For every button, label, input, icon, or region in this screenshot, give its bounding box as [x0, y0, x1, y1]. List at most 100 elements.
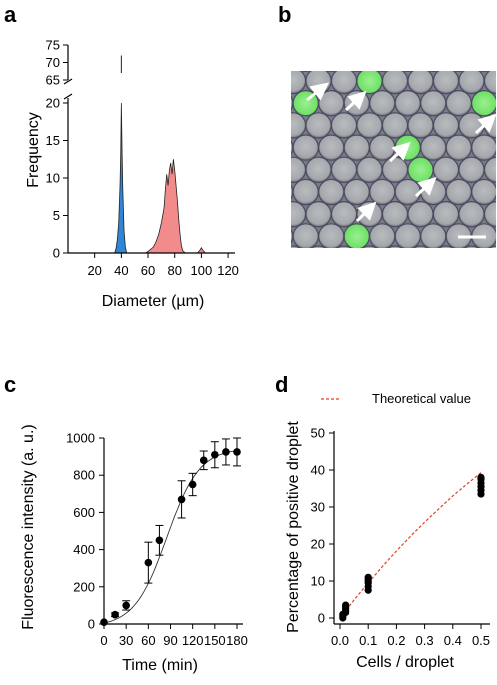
y-tick-label: 10 [311, 574, 325, 589]
y-tick-label: 0 [88, 617, 95, 632]
droplet [381, 71, 409, 95]
data-point [188, 480, 197, 489]
droplet [381, 112, 409, 139]
histogram-series-2 [196, 246, 207, 254]
data-point [111, 610, 119, 619]
droplet [412, 245, 429, 248]
droplet [421, 268, 446, 293]
y-tick-label: 200 [73, 579, 95, 594]
panel-label-a: a [4, 2, 17, 27]
droplet [471, 178, 496, 206]
droplet [370, 268, 395, 293]
data-point [155, 536, 164, 545]
droplet [445, 178, 472, 206]
x-tick-label: 60 [141, 633, 155, 648]
droplet [291, 139, 294, 156]
droplet [318, 178, 345, 206]
theoretical-curve-group [339, 472, 482, 619]
droplet [291, 245, 301, 248]
axis-break-mark [63, 78, 73, 85]
droplet [420, 134, 447, 161]
y-axis-title: Frequency [25, 112, 42, 188]
histogram-series-group [114, 55, 207, 254]
droplet [305, 112, 332, 139]
droplet [292, 178, 319, 206]
droplet [458, 200, 485, 228]
data-point [364, 573, 372, 581]
droplet [330, 200, 358, 228]
droplet [255, 157, 280, 182]
droplet [387, 245, 403, 248]
x-tick-label: 40 [114, 263, 128, 278]
x-ticks: 0.0 0.1 0.2 0.3 0.4 0.5 [331, 624, 490, 648]
droplet [351, 71, 362, 72]
droplet [394, 223, 421, 248]
x-tick-label: 0.4 [444, 633, 462, 648]
panel-c-scatter: 0 30 60 90 120 150 180 0 200 400 600 800 1000 Time … [20, 424, 248, 674]
white-arrow-marker [355, 201, 377, 223]
fit-curve-group [103, 450, 238, 624]
droplet [479, 71, 490, 72]
droplet [407, 200, 434, 228]
droplet [420, 223, 447, 248]
fit-curve [103, 450, 238, 624]
droplet [472, 268, 497, 293]
x-axis-title: Cells / droplet [356, 654, 454, 671]
x-ticks: 0 30 60 90 120 150 180 [100, 624, 248, 648]
y-axis-title: Fluorescence intensity (a. u.) [20, 424, 37, 629]
droplet-grid [255, 71, 497, 293]
x-tick-label: 20 [87, 263, 101, 278]
x-tick-label: 60 [141, 263, 155, 278]
droplet [446, 268, 471, 293]
y-tick-label: 65 [46, 73, 60, 88]
droplet [369, 89, 396, 117]
data-points-group [339, 473, 485, 622]
positive-droplet [356, 71, 383, 95]
histogram-series-0 [114, 102, 128, 254]
y-ticks: 0 200 400 600 800 1000 [66, 431, 104, 632]
droplet [330, 156, 358, 183]
x-axis-title: Diameter (µm) [102, 293, 205, 310]
data-point [477, 473, 485, 481]
panel-label-b: b [278, 2, 291, 27]
arrow-markers [306, 82, 497, 223]
droplet [291, 228, 294, 245]
y-tick-label: 30 [311, 500, 325, 515]
droplet [369, 178, 396, 206]
y-ticks: 0 10 20 30 40 50 [311, 426, 334, 626]
droplet [268, 268, 293, 293]
droplet [407, 71, 434, 95]
droplet [319, 268, 344, 293]
x-tick-label: 100 [191, 263, 213, 278]
droplet [471, 134, 496, 161]
y-tick-label: 10 [46, 171, 60, 186]
x-tick-label: 90 [163, 633, 177, 648]
droplet [432, 156, 460, 183]
droplet [318, 223, 345, 248]
white-arrow-marker [344, 90, 367, 112]
droplet [305, 200, 332, 228]
droplet [255, 113, 280, 138]
theoretical-curve [339, 472, 482, 619]
droplet [381, 156, 409, 183]
y-tick-label: 600 [73, 505, 95, 520]
droplet [356, 112, 383, 139]
droplet [432, 200, 460, 228]
data-point [177, 495, 186, 504]
panel-label-d: d [275, 372, 288, 397]
droplet [420, 178, 447, 206]
y-tick-label: 0 [318, 611, 325, 626]
droplet [361, 245, 378, 248]
droplet [407, 112, 434, 139]
droplet [344, 268, 369, 293]
data-points-group [100, 437, 241, 626]
droplet [438, 245, 454, 248]
droplet [343, 134, 370, 161]
white-arrow-marker [306, 82, 330, 102]
droplet [432, 112, 460, 139]
droplet [483, 71, 496, 95]
droplet [381, 200, 409, 228]
droplet [291, 112, 307, 139]
x-tick-label: 150 [204, 633, 226, 648]
positive-droplet [394, 134, 421, 161]
